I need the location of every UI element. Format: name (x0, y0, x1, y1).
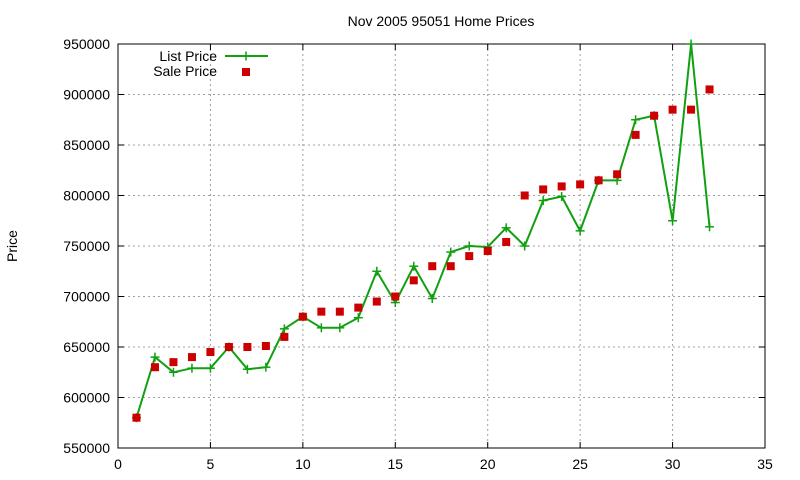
sale-price-point (224, 343, 233, 351)
sale-price-point (502, 237, 511, 246)
sale-price-point (428, 262, 437, 271)
list-price-point (242, 364, 252, 374)
list-price-series (131, 39, 715, 423)
list-price-point (316, 323, 326, 333)
sale-price-point (594, 176, 603, 185)
sale-price-point (576, 180, 585, 189)
sale-price-point (687, 105, 696, 114)
y-tick-label: 550000 (63, 440, 110, 456)
x-tick-label: 25 (572, 456, 588, 472)
plot-frame (117, 43, 766, 449)
list-price-point (279, 324, 289, 334)
sale-price-point (520, 191, 529, 200)
sale-price-point (298, 312, 307, 321)
sale-price-point (650, 111, 659, 120)
legend: List Price Sale Price (153, 48, 268, 79)
list-price-point (187, 363, 197, 373)
y-tick-label: 950000 (63, 36, 110, 52)
sale-price-point (354, 303, 363, 312)
list-price-point (538, 196, 548, 206)
list-price-point (557, 192, 567, 202)
list-price-point (261, 362, 271, 372)
x-tick-label: 10 (295, 456, 311, 472)
sale-price-point (409, 276, 418, 285)
y-tick-label: 750000 (63, 238, 110, 254)
y-tick-label: 900000 (63, 87, 110, 103)
axis-ticks: 0 5 10 15 20 25 30 35 550000 600000 650000 700000 75… (63, 36, 773, 472)
list-price-point (520, 241, 530, 251)
list-price-point (668, 216, 678, 226)
list-price-point (631, 115, 641, 125)
x-tick-label: 20 (480, 456, 496, 472)
sale-price-point (187, 353, 196, 362)
x-tick-label: 0 (114, 456, 122, 472)
sale-price-point (446, 262, 455, 271)
list-price-point (575, 226, 585, 236)
list-price-point (427, 294, 437, 304)
x-tick-label: 30 (665, 456, 681, 472)
y-tick-label: 800000 (63, 188, 110, 204)
sale-price-point (539, 185, 548, 194)
chart-title: Nov 2005 95051 Home Prices (348, 13, 535, 29)
list-price-point (372, 266, 382, 276)
y-tick-label: 600000 (63, 390, 110, 406)
sale-price-point (317, 307, 326, 316)
sale-price-point (705, 85, 714, 94)
sale-price-point (668, 105, 677, 114)
legend-label-sale-price: Sale Price (153, 63, 217, 79)
sale-price-point (132, 413, 141, 422)
sale-price-point (465, 252, 474, 261)
sale-price-point (335, 307, 344, 316)
y-tick-label: 850000 (63, 137, 110, 153)
sale-price-point (206, 348, 215, 357)
list-price-point (686, 39, 696, 49)
sale-price-point (280, 332, 289, 341)
sale-price-point (557, 182, 566, 191)
list-price-point (501, 223, 511, 233)
list-price-point (464, 241, 474, 251)
list-price-point (168, 367, 178, 377)
list-price-point (353, 313, 363, 323)
grid (118, 44, 765, 448)
sale-price-point (169, 358, 178, 367)
legend-label-list-price: List Price (159, 48, 217, 64)
y-tick-label: 650000 (63, 339, 110, 355)
sale-price-point (391, 292, 400, 301)
x-tick-label: 35 (757, 456, 773, 472)
list-price-point (409, 261, 419, 271)
list-price-point (205, 363, 215, 373)
sale-price-point (483, 247, 492, 256)
list-price-point (705, 222, 715, 232)
sale-price-point (243, 343, 252, 351)
y-axis-label: Price (4, 230, 20, 262)
sale-price-point (631, 130, 640, 139)
y-tick-label: 700000 (63, 289, 110, 305)
legend-marker-list-price (241, 51, 251, 61)
sale-price-point (372, 297, 381, 306)
list-price-point (150, 352, 160, 362)
sale-price-point (613, 170, 622, 179)
legend-marker-sale-price (242, 68, 250, 76)
list-price-point (335, 323, 345, 333)
sale-price-point (261, 341, 270, 350)
list-price-point (446, 247, 456, 257)
sale-price-point (150, 363, 159, 372)
sale-price-series (132, 85, 714, 422)
x-tick-label: 15 (387, 456, 403, 472)
x-tick-label: 5 (207, 456, 215, 472)
list-price-line (135, 43, 711, 418)
